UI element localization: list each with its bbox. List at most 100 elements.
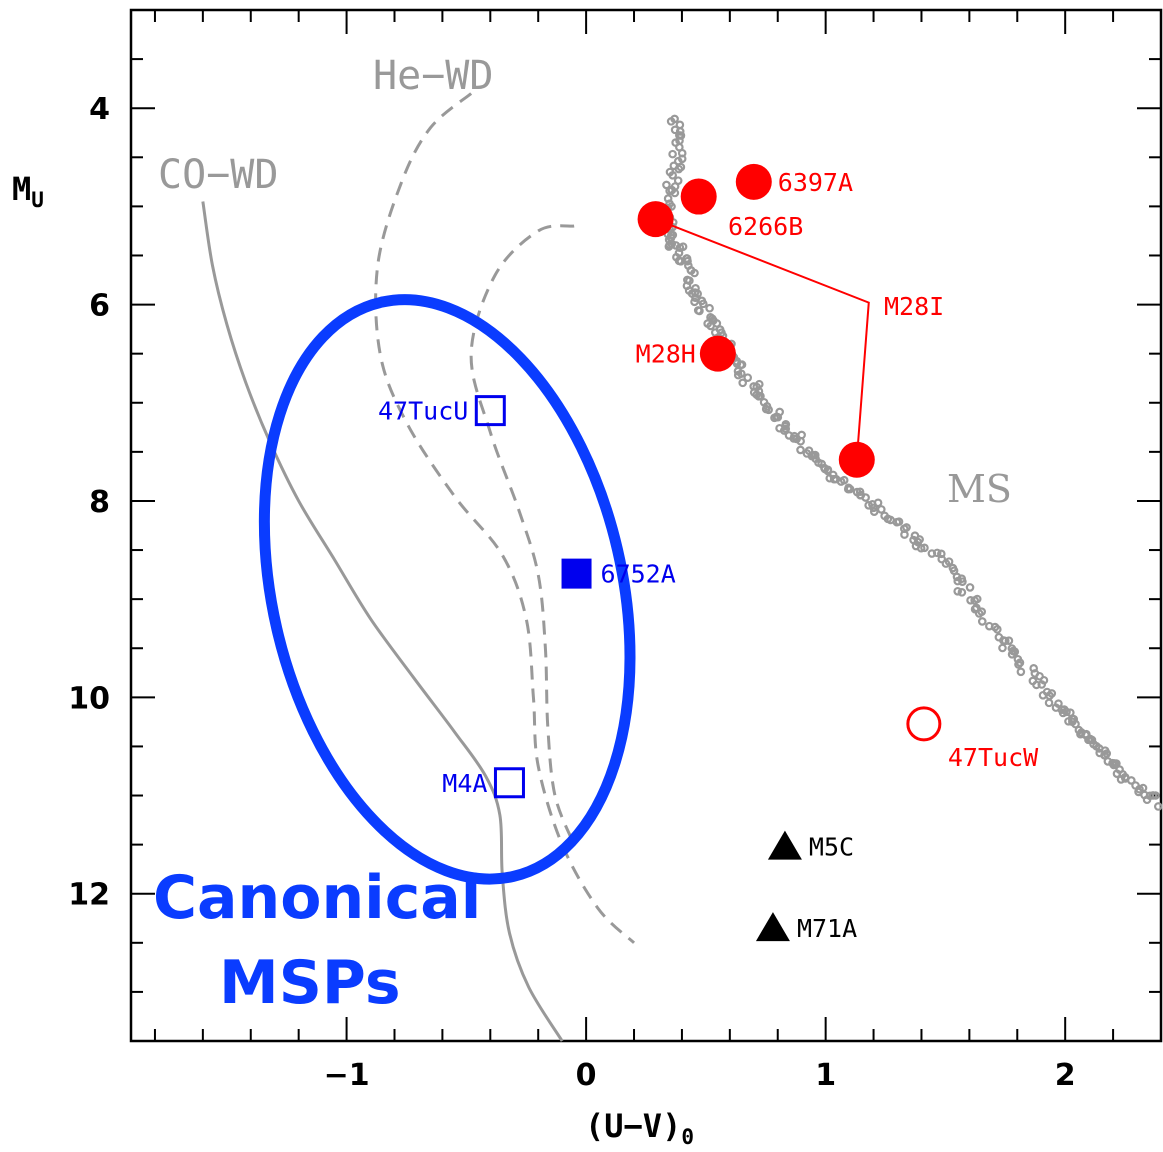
ms-point [1064, 717, 1073, 726]
x-tick-label: 2 [1055, 1058, 1076, 1093]
ms-point [1015, 658, 1025, 667]
ms-point [1100, 750, 1109, 760]
x-axis-title: (U−V)0 [585, 1107, 694, 1149]
axis-ticks [131, 10, 1162, 1042]
ms-point [675, 127, 685, 136]
ms-point [737, 360, 747, 369]
point-label: 6752A [601, 560, 676, 589]
ms-point [1062, 707, 1071, 717]
ms-point [977, 617, 987, 626]
ms-point [665, 199, 674, 209]
ms-point [1109, 760, 1119, 770]
ms-point [668, 170, 677, 180]
ms-point [839, 475, 849, 485]
connector-line [655, 218, 870, 460]
ms-point [1087, 735, 1097, 745]
ms-point [670, 188, 680, 198]
x-axis-title-sub: 0 [681, 1125, 694, 1149]
filled-blue-square-marker [561, 558, 592, 589]
y-axis-title: MU [12, 170, 44, 212]
pulsar-markers: 6397A M28H 47TucW 47TucU M4A 6752A M5C M71A [378, 163, 1039, 943]
plot-frame [129, 8, 1163, 1043]
ms-point [953, 586, 962, 596]
point-label: M28H [636, 340, 696, 369]
ms-point [1016, 667, 1026, 677]
ms-point [675, 136, 684, 145]
x-tick-label: 1 [815, 1058, 836, 1093]
ms-point [880, 511, 889, 521]
ms-point [674, 164, 684, 174]
ms-point [1076, 729, 1085, 739]
filled-red-circle-marker [637, 201, 674, 238]
y-tick-label: 12 [68, 878, 110, 913]
y-tick-label: 4 [89, 92, 110, 127]
ms-point [1153, 802, 1163, 811]
ms-point [916, 543, 926, 553]
ms-label: MS [947, 467, 1012, 511]
ms-point [974, 609, 984, 618]
filled-red-circle-marker [735, 163, 772, 200]
ms-point [705, 303, 714, 313]
ms-point [737, 369, 746, 378]
ms-point [670, 114, 679, 124]
ms-point [920, 543, 929, 553]
filled-red-circle-marker [699, 335, 736, 372]
m28i-connector [655, 218, 870, 460]
black-triangle-marker [755, 912, 790, 942]
ms-point [743, 373, 753, 382]
ms-point [796, 436, 805, 446]
ms-point [877, 505, 886, 514]
ms-point [900, 530, 909, 539]
co-wd-track-line [201, 201, 564, 1042]
y-tick-label: 10 [68, 681, 110, 716]
ms-point [1000, 636, 1010, 646]
ms-point [695, 306, 704, 316]
point-label: M4A [442, 769, 487, 798]
canonical-ellipse [258, 294, 636, 885]
ms-point [1007, 649, 1017, 659]
ms-point [861, 493, 870, 502]
point-label: 47TucW [948, 743, 1039, 772]
ms-point [845, 484, 855, 494]
ms-point [707, 314, 717, 323]
cooling-tracks [201, 92, 636, 1042]
y-axis-title-sub: U [31, 188, 44, 212]
ms-point [754, 392, 764, 401]
ms-point [998, 643, 1007, 653]
canonical-label-line2: MSPs [219, 948, 401, 1018]
ms-point [1068, 717, 1077, 727]
ms-point [676, 257, 686, 266]
canonical-msp-region [258, 294, 636, 885]
point-label: 6397A [778, 168, 853, 197]
ms-point [829, 474, 839, 484]
ms-point [894, 517, 904, 526]
ms-point [1127, 776, 1136, 785]
ms-point [770, 413, 779, 423]
ms-point [1044, 698, 1054, 708]
y-tick-label: 6 [89, 289, 110, 324]
ms-point [1029, 664, 1038, 673]
x-axis-title-main: (U−V) [585, 1107, 681, 1145]
point-label: 47TucU [378, 397, 468, 426]
ms-point [957, 588, 967, 597]
ms-point [1004, 636, 1014, 645]
ms-point [764, 405, 773, 415]
ms-point [667, 239, 677, 249]
ms-point [966, 595, 975, 605]
ms-point [873, 498, 883, 508]
ms-point [823, 465, 833, 475]
x-tick-label: 0 [576, 1058, 597, 1093]
ms-point [1032, 680, 1041, 690]
he-wd-track-line-2 [469, 224, 576, 846]
ms-point [759, 397, 769, 407]
canonical-label-line1: Canonical [153, 863, 481, 933]
ms-point [1151, 791, 1160, 800]
point-label: M5C [809, 833, 854, 862]
ms-point [958, 577, 967, 586]
filled-red-circle-marker [680, 178, 717, 215]
ms-point [932, 548, 942, 558]
co-wd-label: CO−WD [158, 152, 278, 198]
6266b-label: 6266B [728, 212, 803, 241]
black-triangle-marker [767, 830, 802, 860]
